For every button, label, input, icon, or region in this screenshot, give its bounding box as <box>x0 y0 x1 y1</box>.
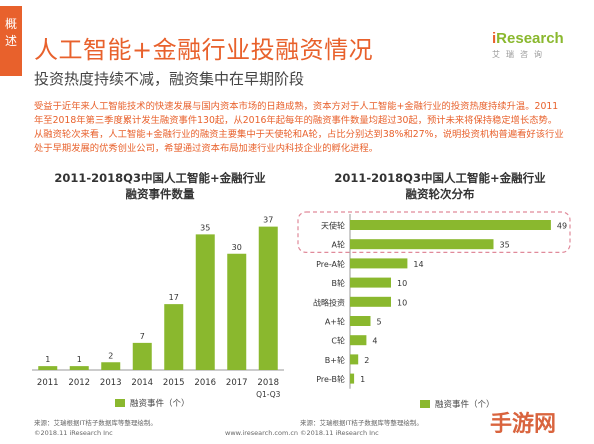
bar-A+轮 <box>350 316 371 326</box>
data-label-2018: 37 <box>263 216 273 225</box>
bar-Pre-A轮 <box>350 258 408 269</box>
tick-label-A轮: A轮 <box>332 240 345 250</box>
tick-label-2018: 2018 <box>257 378 279 388</box>
bar-2011 <box>38 366 58 370</box>
left-footer: ©2018.11 iResearch Inc <box>34 429 113 437</box>
tick-label-2015: 2015 <box>163 378 185 388</box>
right-chart-title: 2011-2018Q3中国人工智能+金融行业 融资轮次分布 <box>334 171 546 201</box>
tick-label-2017: 2017 <box>226 378 248 388</box>
data-label-B轮: 10 <box>397 279 407 288</box>
tick-label-战略投资: 战略投资 <box>313 297 345 307</box>
left-source: 来源：艾瑞根据IT桔子数据库等整理绘制。 <box>34 419 157 427</box>
page-subtitle: 投资热度持续不减，融资集中在早期阶段 <box>34 70 305 88</box>
tick-label-C轮: C轮 <box>331 336 345 346</box>
data-label-C轮: 4 <box>372 337 377 346</box>
bar-2015 <box>164 304 184 370</box>
data-label-天使轮: 49 <box>557 222 567 231</box>
right-legend: 融资事件（个） <box>420 398 495 410</box>
data-label-A轮: 35 <box>500 241 510 250</box>
data-label-2015: 17 <box>169 293 179 302</box>
page-title: 人工智能+金融行业投融资情况 <box>34 36 374 64</box>
bar-2018 <box>258 226 278 370</box>
data-label-2013: 2 <box>108 351 113 360</box>
tick-label-2016: 2016 <box>194 378 216 388</box>
tick-label-Pre-B轮: Pre-B轮 <box>316 374 345 384</box>
left-chart-title: 2011-2018Q3中国人工智能+金融行业 融资事件数量 <box>54 171 266 201</box>
tick-label-2012: 2012 <box>68 378 90 388</box>
data-label-B+轮: 2 <box>364 356 369 365</box>
data-label-2012: 1 <box>77 355 82 364</box>
data-label-Pre-A轮: 14 <box>413 260 423 269</box>
bar-2014 <box>132 342 152 370</box>
tick-label-B轮: B轮 <box>332 278 346 288</box>
highlight-box <box>297 211 571 254</box>
bar-C轮 <box>350 335 367 346</box>
legend-swatch <box>420 400 430 408</box>
description-text: 受益于近年来人工智能技术的快速发展与国内资本市场的日趋成熟，资本方对于人工智能+… <box>34 101 564 154</box>
logo-subtext: 艾瑞咨询 <box>492 50 548 59</box>
bar-2013 <box>101 362 121 370</box>
right-bar-chart: 天使轮 49 A轮 35 Pre-A轮 14 B轮 10 战略投资 10 A+轮 5 C轮 4 B+轮 2 Pr… <box>297 211 571 389</box>
iresearch-logo: iResearch 艾瑞咨询 <box>492 30 572 60</box>
left-bar-chart: 1 2011 1 2012 2 2013 7 2014 17 2015 35 2016 30 2017 37… <box>32 216 284 399</box>
bar-2016 <box>195 234 215 370</box>
tick-label-2013: 2013 <box>100 378 122 388</box>
tick-label-q1-q3: Q1-Q3 <box>256 390 281 399</box>
section-tab: 概述 <box>0 6 22 76</box>
data-label-战略投资: 10 <box>397 298 407 307</box>
legend-label: 融资事件（个） <box>130 399 190 409</box>
logo-wordmark: iResearch <box>492 30 564 47</box>
bar-Pre-B轮 <box>350 373 355 384</box>
watermark: 手游网 <box>490 412 557 437</box>
data-label-A+轮: 5 <box>377 318 382 327</box>
tick-label-A+轮: A+轮 <box>325 317 345 327</box>
left-legend: 融资事件（个） <box>115 397 190 409</box>
data-label-2016: 35 <box>200 223 210 232</box>
bar-天使轮 <box>350 220 551 230</box>
data-label-2011: 1 <box>45 355 50 364</box>
bar-2017 <box>227 253 247 370</box>
bar-B轮 <box>350 277 391 288</box>
bar-战略投资 <box>350 296 391 307</box>
data-label-Pre-B轮: 1 <box>360 375 365 384</box>
bar-B+轮 <box>350 354 359 365</box>
tick-label-Pre-A轮: Pre-A轮 <box>316 259 345 269</box>
legend-label: 融资事件（个） <box>435 400 495 410</box>
right-source: 来源：艾瑞根据IT桔子数据库等整理绘制。 <box>300 419 423 427</box>
bar-2012 <box>69 366 89 370</box>
center-footer: www.iresearch.com.cn <box>225 429 299 437</box>
bar-A轮 <box>350 239 494 250</box>
right-footer: ©2018.11 iResearch Inc <box>300 429 379 437</box>
tick-label-天使轮: 天使轮 <box>321 221 345 231</box>
tick-label-2011: 2011 <box>37 378 59 388</box>
legend-swatch <box>115 399 125 407</box>
tick-label-2014: 2014 <box>131 378 153 388</box>
tick-label-B+轮: B+轮 <box>325 355 345 365</box>
data-label-2017: 30 <box>232 243 242 252</box>
data-label-2014: 7 <box>140 332 145 341</box>
